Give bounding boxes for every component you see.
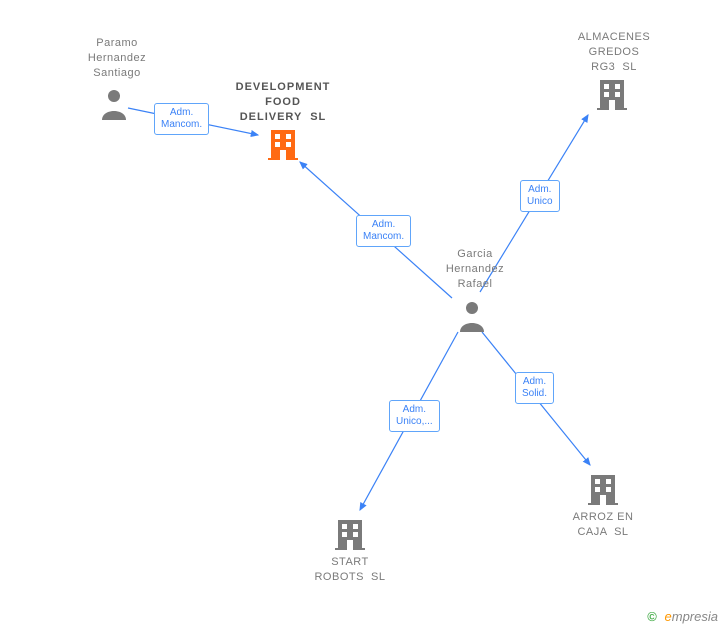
copyright-symbol: ©: [647, 609, 657, 624]
person-icon: [458, 300, 486, 337]
node-label-paramo: Paramo Hernandez Santiago: [72, 36, 162, 81]
diagram-canvas: Paramo Hernandez Santiago DEVELOPMENT FO…: [0, 0, 728, 630]
node-label-start-robots: START ROBOTS SL: [300, 555, 400, 585]
edge-label: Adm. Unico,...: [389, 400, 440, 432]
node-label-arroz: ARROZ EN CAJA SL: [553, 510, 653, 540]
edge-label: Adm. Mancom.: [356, 215, 411, 247]
building-icon: [268, 128, 298, 165]
brand-rest: mpresia: [672, 609, 718, 624]
edge-label: Adm. Solid.: [515, 372, 554, 404]
edge-label: Adm. Unico: [520, 180, 560, 212]
person-icon: [100, 88, 128, 125]
brand-first-letter: e: [665, 609, 672, 624]
building-icon: [597, 78, 627, 115]
building-icon: [588, 473, 618, 510]
node-label-almacenes: ALMACENES GREDOS RG3 SL: [559, 30, 669, 75]
footer-attribution: © empresia: [647, 609, 718, 624]
node-label-development-food: DEVELOPMENT FOOD DELIVERY SL: [218, 80, 348, 125]
node-label-garcia: Garcia Hernandez Rafael: [430, 247, 520, 292]
edge-label: Adm. Mancom.: [154, 103, 209, 135]
building-icon: [335, 518, 365, 555]
